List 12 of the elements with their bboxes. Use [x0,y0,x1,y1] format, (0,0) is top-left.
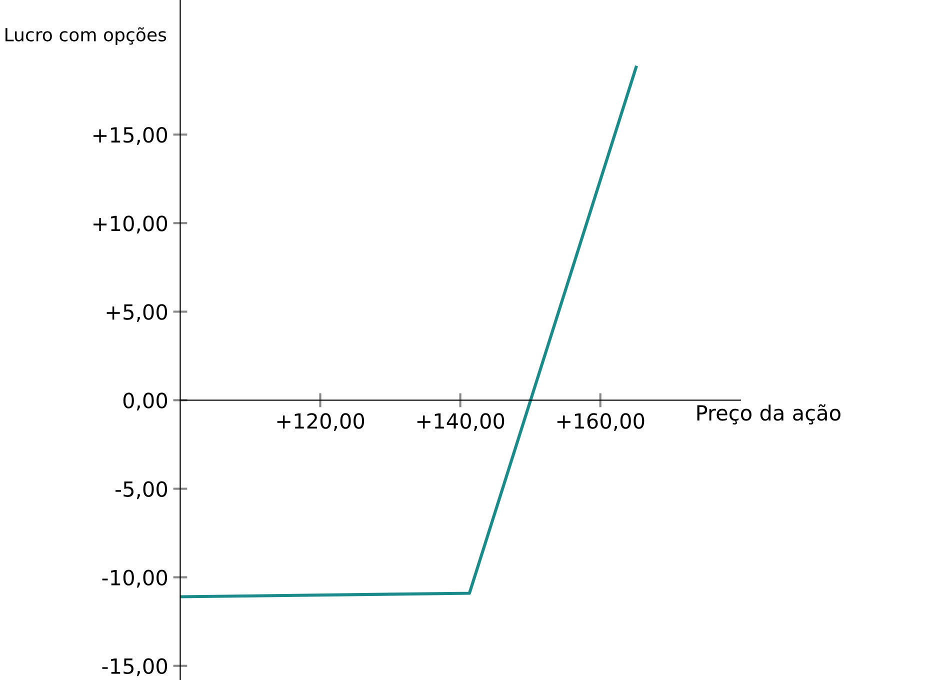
y-axis-title: Lucro com opções [6,27,166,45]
y-tick-label: 0,00 [123,392,168,411]
y-tick-label: -5,00 [116,481,168,500]
x-tick-label: +120,00 [277,413,364,431]
y-tick-label: +5,00 [106,304,168,322]
x-tick-label: +160,00 [557,413,644,431]
y-tick-label: +10,00 [94,216,168,234]
x-tick-label: +140,00 [417,413,504,431]
y-tick-label: -15,00 [102,658,168,676]
y-tick-label: -10,00 [102,570,168,588]
x-axis-title: Preço da ação [697,404,840,424]
y-tick-label: +15,00 [94,127,168,145]
